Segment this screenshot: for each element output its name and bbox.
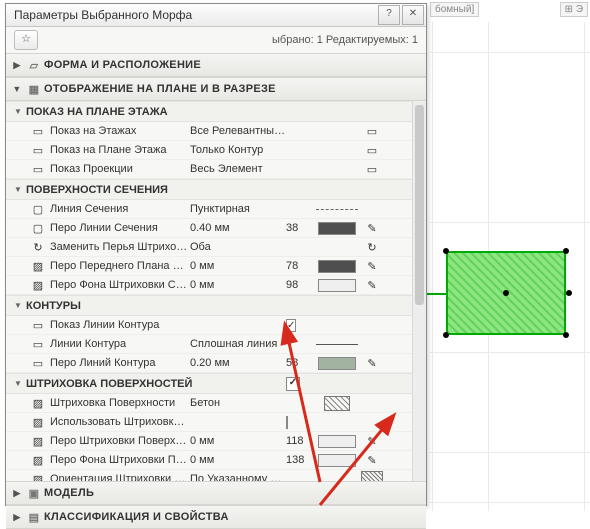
group-surface-hatch[interactable]: ▼ШТРИХОВКА ПОВЕРХНОСТЕЙ ✓ xyxy=(6,373,412,394)
hatch-checkbox[interactable]: ✓ xyxy=(286,377,300,391)
use-hatch-checkbox[interactable] xyxy=(286,416,288,429)
favorites-button[interactable]: ☆ xyxy=(14,30,38,50)
group-outlines[interactable]: ▼КОНТУРЫ xyxy=(6,295,412,316)
expand-icon: ▶ xyxy=(10,60,24,71)
row-surface-hatch[interactable]: ▨ Штриховка Поверхности Бетон xyxy=(6,394,412,413)
tab-fragment[interactable]: бомный] xyxy=(430,2,479,17)
selected-morph[interactable] xyxy=(446,251,566,335)
selection-status-row: ☆ ыбрано: 1 Редактируемых: 1 xyxy=(6,27,426,53)
row-hatch-bg-pen[interactable]: ▨ Перо Фона Штриховки По… 0 мм 138 ✎ xyxy=(6,451,412,470)
display-icon: ▦ xyxy=(24,83,44,96)
row-override-pens[interactable]: ↻ Заменить Перья Штрихов… Оба ↻ xyxy=(6,238,412,257)
scrollbar[interactable] xyxy=(412,101,426,481)
help-button[interactable]: ? xyxy=(378,5,400,25)
window-title: Параметры Выбранного Морфа xyxy=(14,8,192,22)
row-hatch-orient[interactable]: ▨ Ориентация Штриховки … По Указанному В… xyxy=(6,470,412,481)
section-shape[interactable]: ▶ ▱ ФОРМА И РАСПОЛОЖЕНИЕ xyxy=(6,53,426,77)
row-floor-plan-display[interactable]: ▭ Показ на Плане Этажа Только Контур ▭ xyxy=(6,141,412,160)
collapse-icon: ▼ xyxy=(10,84,24,94)
row-cut-line[interactable]: ▢ Линия Сечения Пунктирная xyxy=(6,200,412,219)
morph-settings-panel: Параметры Выбранного Морфа ? ✕ ☆ ыбрано:… xyxy=(5,3,427,506)
row-projection[interactable]: ▭ Показ Проекции Весь Элемент ▭ xyxy=(6,160,412,179)
section-model[interactable]: ▶▣ МОДЕЛЬ xyxy=(6,481,426,505)
row-show-outline[interactable]: ▭ Показ Линии Контура ✓ xyxy=(6,316,412,335)
row-fg-pen[interactable]: ▨ Перо Переднего Плана Ш… 0 мм 78 ✎ xyxy=(6,257,412,276)
row-hatch-pen[interactable]: ▨ Перо Штриховки Поверх… 0 мм 118 ✎ xyxy=(6,432,412,451)
shape-icon: ▱ xyxy=(24,59,44,72)
row-show-on-stories[interactable]: ▭ Показ на Этажах Все Релевантные Эта… ▭ xyxy=(6,122,412,141)
row-outline-line[interactable]: ▭ Линии Контура Сплошная линия xyxy=(6,335,412,354)
section-classification[interactable]: ▶▤ КЛАССИФИКАЦИЯ И СВОЙСТВА xyxy=(6,505,426,529)
group-floor-plan[interactable]: ▼ПОКАЗ НА ПЛАНЕ ЭТАЖА xyxy=(6,101,412,122)
row-outline-pen[interactable]: ▭ Перо Линий Контура 0.20 мм 58 ✎ xyxy=(6,354,412,373)
row-use-hatch[interactable]: ▨ Использовать Штриховку … xyxy=(6,413,412,432)
close-button[interactable]: ✕ xyxy=(402,5,424,25)
titlebar: Параметры Выбранного Морфа ? ✕ xyxy=(6,4,426,27)
selection-status: ыбрано: 1 Редактируемых: 1 xyxy=(272,34,418,46)
row-bg-pen[interactable]: ▨ Перо Фона Штриховки Се… 0 мм 98 ✎ xyxy=(6,276,412,295)
group-cut-surfaces[interactable]: ▼ПОВЕРХНОСТИ СЕЧЕНИЯ xyxy=(6,179,412,200)
row-cut-line-pen[interactable]: ▢ Перо Линии Сечения 0.40 мм 38 ✎ xyxy=(6,219,412,238)
section-display[interactable]: ▼ ▦ ОТОБРАЖЕНИЕ НА ПЛАНЕ И В РАЗРЕЗЕ xyxy=(6,77,426,101)
tab-right[interactable]: ⊞ Э xyxy=(560,2,588,17)
hatch-swatch-icon xyxy=(324,396,350,411)
orient-swatch-icon xyxy=(361,471,383,481)
scrollbar-thumb[interactable] xyxy=(415,105,424,305)
settings-body: ▼ПОКАЗ НА ПЛАНЕ ЭТАЖА ▭ Показ на Этажах … xyxy=(6,101,426,481)
outline-checkbox[interactable]: ✓ xyxy=(286,319,296,332)
